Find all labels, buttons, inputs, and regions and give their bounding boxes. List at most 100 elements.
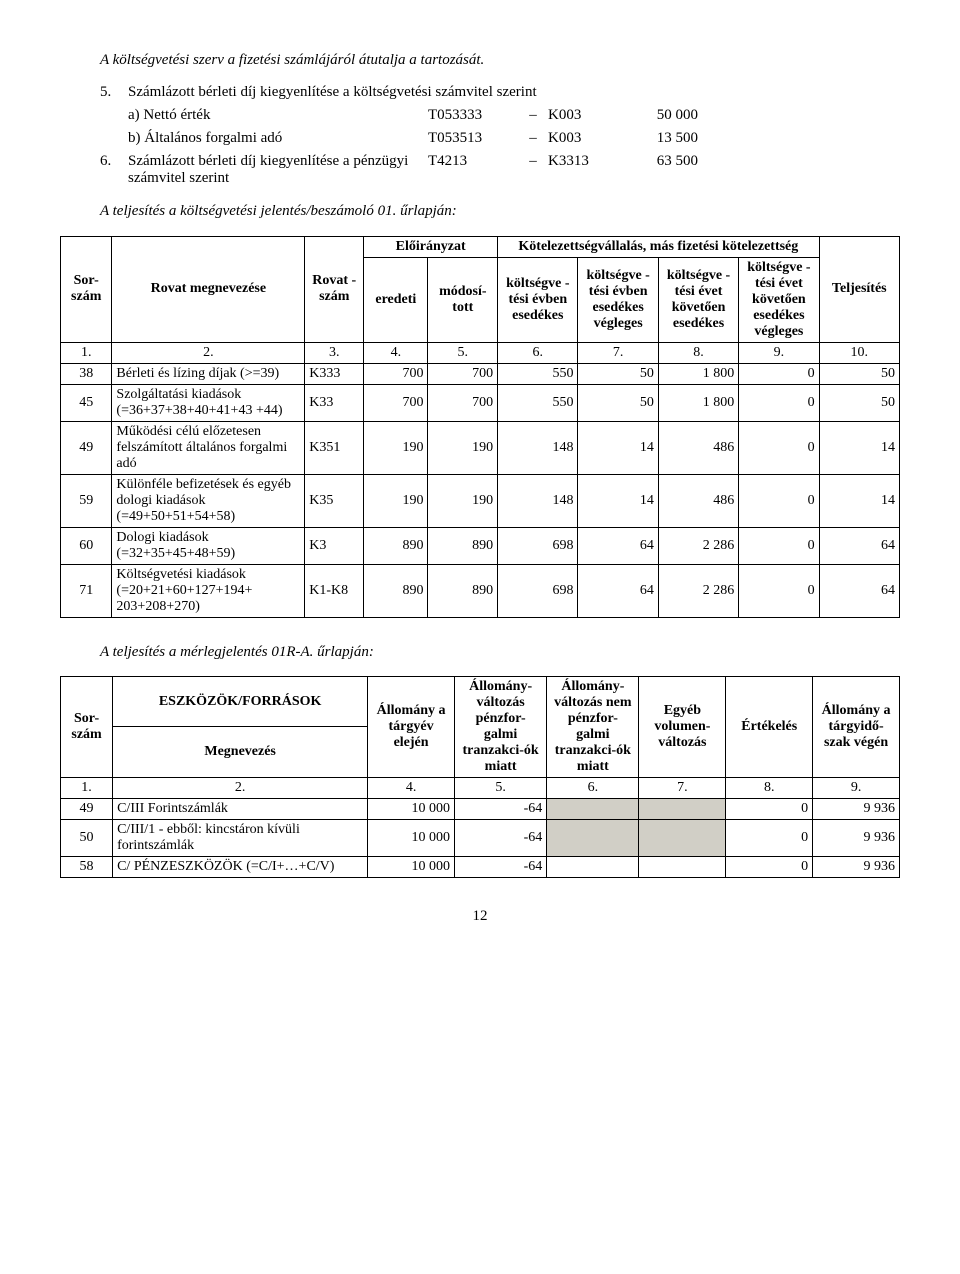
t1-cn-7: 7. (578, 342, 658, 363)
t1-r1-megnev: Szolgáltatási kiadások (=36+37+38+40+41+… (112, 384, 305, 421)
table-row: 49C/III Forintszámlák10 000-6409 936 (61, 798, 900, 819)
t2-cn-5: 5. (454, 777, 546, 798)
t1-cn-5: 5. (428, 342, 498, 363)
item-5b-val: 13 500 (618, 130, 698, 147)
t1-r1-c7: 50 (578, 384, 658, 421)
t1-r5-c4: 890 (364, 564, 428, 617)
t1-r4-c10: 64 (819, 527, 899, 564)
t2-h-sorszam: Sor-szám (61, 676, 113, 777)
item-6-text: Számlázott bérleti díj kiegyenlítése a p… (128, 153, 428, 187)
t1-r3-c8: 486 (658, 474, 738, 527)
t2-cn-6: 6. (547, 777, 639, 798)
item-5a: a) Nettó érték T053333 – K003 50 000 (128, 107, 900, 124)
t2-cn-4: 4. (368, 777, 455, 798)
t2-cn-2: 2. (113, 777, 368, 798)
t1-r0-c6: 550 (498, 363, 578, 384)
table-2: Sor-szám ESZKÖZÖK/FORRÁSOK Állomány a tá… (60, 676, 900, 878)
t1-r0-c7: 50 (578, 363, 658, 384)
item-6-number: 6. (100, 153, 128, 170)
t1-cn-3: 3. (305, 342, 364, 363)
t1-r1-c4: 700 (364, 384, 428, 421)
t1-h-c8: költségve -tési évet követően esedékes (658, 257, 738, 342)
t1-cn-2: 2. (112, 342, 305, 363)
t1-r1-c5: 700 (428, 384, 498, 421)
t1-h-telj: Teljesítés (819, 236, 899, 342)
t1-cn-9: 9. (739, 342, 819, 363)
t1-r0-c10: 50 (819, 363, 899, 384)
t2-r1-c7 (639, 819, 726, 856)
item-5a-label: a) Nettó érték (128, 107, 428, 124)
t2-r2-c4: 10 000 (368, 856, 455, 877)
t1-r4-c5: 890 (428, 527, 498, 564)
t1-h-eredeti: eredeti (364, 257, 428, 342)
t1-r1-c6: 550 (498, 384, 578, 421)
t2-r1-c6 (547, 819, 639, 856)
note-2: A teljesítés a mérlegjelentés 01R-A. űrl… (100, 642, 900, 662)
t2-r0-n: 49 (61, 798, 113, 819)
t1-r1-c8: 1 800 (658, 384, 738, 421)
t2-cn-8: 8. (726, 777, 813, 798)
t2-colnums: 1. 2. 4. 5. 6. 7. 8. 9. (61, 777, 900, 798)
t1-r0-c8: 1 800 (658, 363, 738, 384)
table-row: 71Költségvetési kiadások (=20+21+60+127+… (61, 564, 900, 617)
item-6-code: T4213 (428, 153, 518, 170)
item-5a-k: K003 (548, 107, 618, 124)
t1-h-modositott: módosí-tott (428, 257, 498, 342)
t1-r4-n: 60 (61, 527, 112, 564)
t2-h-c4: Állomány a tárgyév elején (368, 676, 455, 777)
t2-r2-n: 58 (61, 856, 113, 877)
t1-r2-c7: 14 (578, 421, 658, 474)
t1-h-c6: költségve -tési évben esedékes (498, 257, 578, 342)
t1-h-c7: költségve -tési évben esedékes végleges (578, 257, 658, 342)
t1-r2-c8: 486 (658, 421, 738, 474)
t1-cn-10: 10. (819, 342, 899, 363)
t1-r3-megnev: Különféle befizetések és egyéb dologi ki… (112, 474, 305, 527)
t1-h-sorszam: Sor-szám (61, 236, 112, 342)
t1-r0-megnev: Bérleti és lízing díjak (>=39) (112, 363, 305, 384)
t1-r2-c9: 0 (739, 421, 819, 474)
t1-r3-c7: 14 (578, 474, 658, 527)
t1-r2-c6: 148 (498, 421, 578, 474)
t2-r1-c8: 0 (726, 819, 813, 856)
t2-r2-c7 (639, 856, 726, 877)
t2-h-c7: Egyéb volumen-változás (639, 676, 726, 777)
t1-r0-c5: 700 (428, 363, 498, 384)
t1-cn-8: 8. (658, 342, 738, 363)
t2-r0-c7 (639, 798, 726, 819)
t1-cn-4: 4. (364, 342, 428, 363)
t1-r2-c10: 14 (819, 421, 899, 474)
t1-r2-megnev: Működési célú előzetesen felszámított ál… (112, 421, 305, 474)
t1-r3-c4: 190 (364, 474, 428, 527)
t2-h-c9: Állomány a tárgyidő-szak végén (813, 676, 900, 777)
t2-h-esz: ESZKÖZÖK/FORRÁSOK (113, 676, 368, 727)
t2-r0-c8: 0 (726, 798, 813, 819)
t2-h-c5: Állomány-változás pénzfor-galmi tranzakc… (454, 676, 546, 777)
t1-h-rovat: Rovat -szám (305, 236, 364, 342)
item-5a-val: 50 000 (618, 107, 698, 124)
t2-r1-n: 50 (61, 819, 113, 856)
t1-r5-n: 71 (61, 564, 112, 617)
table-row: 45Szolgáltatási kiadások (=36+37+38+40+4… (61, 384, 900, 421)
t1-r5-c10: 64 (819, 564, 899, 617)
t1-h-megnev: Rovat megnevezése (112, 236, 305, 342)
t1-r3-c6: 148 (498, 474, 578, 527)
t2-cn-7: 7. (639, 777, 726, 798)
t1-cn-6: 6. (498, 342, 578, 363)
t2-r0-c6 (547, 798, 639, 819)
t1-r2-c4: 190 (364, 421, 428, 474)
item-5a-dash: – (518, 107, 548, 124)
t2-r0-c9: 9 936 (813, 798, 900, 819)
t1-cn-1: 1. (61, 342, 112, 363)
t1-h-c9: költségve -tési évet követően esedékes v… (739, 257, 819, 342)
t2-r0-c5: -64 (454, 798, 546, 819)
table-row: 49Működési célú előzetesen felszámított … (61, 421, 900, 474)
t1-r1-rovat: K33 (305, 384, 364, 421)
item-5-text: Számlázott bérleti díj kiegyenlítése a k… (128, 84, 900, 101)
t2-h-c6: Állomány-változás nem pénzfor-galmi tran… (547, 676, 639, 777)
t1-r5-c8: 2 286 (658, 564, 738, 617)
t1-h-eloir: Előirányzat (364, 236, 498, 257)
t1-r0-c9: 0 (739, 363, 819, 384)
t1-r3-c10: 14 (819, 474, 899, 527)
item-6-val: 63 500 (618, 153, 698, 170)
table-row: 58C/ PÉNZESZKÖZÖK (=C/I+…+C/V)10 000-640… (61, 856, 900, 877)
